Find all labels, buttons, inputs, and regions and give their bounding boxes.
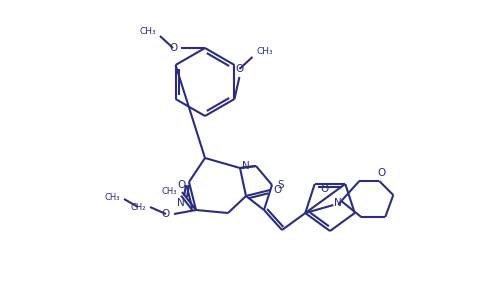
Text: O: O (235, 64, 244, 74)
Text: N: N (177, 198, 185, 208)
Text: O: O (178, 180, 186, 190)
Text: CH₃: CH₃ (256, 47, 273, 57)
Text: O: O (169, 43, 177, 53)
Text: S: S (278, 180, 284, 190)
Text: N: N (242, 161, 250, 171)
Text: CH₃: CH₃ (104, 193, 120, 202)
Text: O: O (320, 184, 329, 194)
Text: O: O (274, 185, 282, 195)
Text: O: O (377, 168, 385, 178)
Text: O: O (162, 209, 170, 219)
Text: CH₃: CH₃ (140, 28, 156, 37)
Text: N: N (334, 198, 342, 208)
Text: CH₂: CH₂ (130, 202, 146, 212)
Text: CH₃: CH₃ (161, 187, 177, 195)
